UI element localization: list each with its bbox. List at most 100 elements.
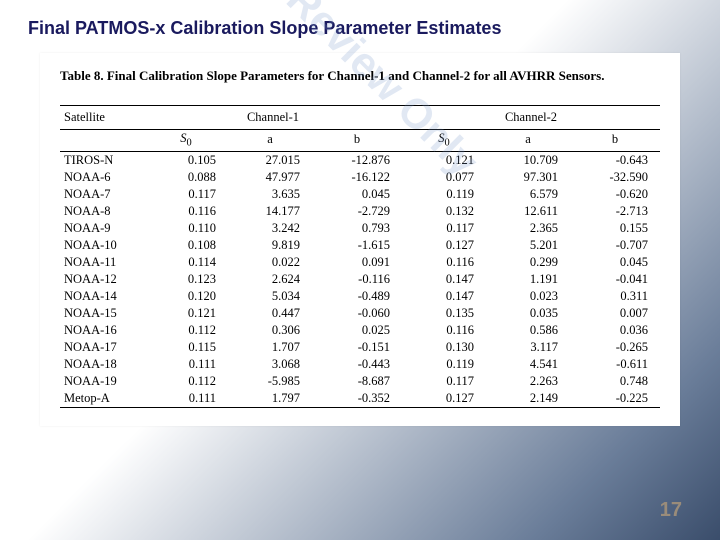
cell-value: 0.077 xyxy=(402,169,486,186)
cell-value: 0.132 xyxy=(402,203,486,220)
hdr-channel1: Channel-1 xyxy=(144,105,402,129)
table-row: NOAA-190.112-5.985-8.6870.1172.2630.748 xyxy=(60,373,660,390)
header-row-channels: Satellite Channel-1 Channel-2 xyxy=(60,105,660,129)
cell-value: 5.201 xyxy=(486,237,570,254)
cell-value: 0.120 xyxy=(144,288,228,305)
cell-value: 0.036 xyxy=(570,322,660,339)
cell-value: 0.130 xyxy=(402,339,486,356)
cell-value: 0.135 xyxy=(402,305,486,322)
cell-value: 0.111 xyxy=(144,390,228,408)
cell-value: 0.023 xyxy=(486,288,570,305)
calibration-table: Satellite Channel-1 Channel-2 S0 a b S0 … xyxy=(60,105,660,409)
cell-value: 14.177 xyxy=(228,203,312,220)
table-row: NOAA-140.1205.034-0.4890.1470.0230.311 xyxy=(60,288,660,305)
table-row: NOAA-120.1232.624-0.1160.1471.191-0.041 xyxy=(60,271,660,288)
cell-value: 0.119 xyxy=(402,186,486,203)
cell-value: 0.123 xyxy=(144,271,228,288)
hdr-c2-s0: S0 xyxy=(402,129,486,152)
cell-value: 0.121 xyxy=(144,305,228,322)
cell-value: 0.091 xyxy=(312,254,402,271)
table-row: NOAA-160.1120.3060.0250.1160.5860.036 xyxy=(60,322,660,339)
table-row: NOAA-150.1210.447-0.0600.1350.0350.007 xyxy=(60,305,660,322)
cell-value: 9.819 xyxy=(228,237,312,254)
cell-value: -0.151 xyxy=(312,339,402,356)
cell-value: 0.114 xyxy=(144,254,228,271)
cell-value: 3.117 xyxy=(486,339,570,356)
cell-value: 0.115 xyxy=(144,339,228,356)
cell-value: 0.299 xyxy=(486,254,570,271)
cell-value: 1.191 xyxy=(486,271,570,288)
cell-value: 0.116 xyxy=(144,203,228,220)
hdr-sat: Satellite xyxy=(60,105,144,129)
cell-value: -2.713 xyxy=(570,203,660,220)
cell-value: 97.301 xyxy=(486,169,570,186)
hdr-c2-a: a xyxy=(486,129,570,152)
table-head: Satellite Channel-1 Channel-2 S0 a b S0 … xyxy=(60,105,660,152)
cell-satellite: NOAA-7 xyxy=(60,186,144,203)
cell-value: 0.088 xyxy=(144,169,228,186)
cell-value: -32.590 xyxy=(570,169,660,186)
cell-value: 0.108 xyxy=(144,237,228,254)
cell-value: 10.709 xyxy=(486,152,570,170)
cell-value: 0.311 xyxy=(570,288,660,305)
cell-value: 0.116 xyxy=(402,254,486,271)
cell-value: -0.443 xyxy=(312,356,402,373)
table-row: NOAA-170.1151.707-0.1510.1303.117-0.265 xyxy=(60,339,660,356)
cell-satellite: NOAA-11 xyxy=(60,254,144,271)
table-row: NOAA-110.1140.0220.0910.1160.2990.045 xyxy=(60,254,660,271)
cell-satellite: NOAA-10 xyxy=(60,237,144,254)
cell-satellite: NOAA-9 xyxy=(60,220,144,237)
hdr-c1-a: a xyxy=(228,129,312,152)
slide: Final PATMOS-x Calibration Slope Paramet… xyxy=(0,0,720,540)
table-caption: Table 8. Final Calibration Slope Paramet… xyxy=(60,67,660,85)
cell-value: -0.116 xyxy=(312,271,402,288)
cell-value: 0.110 xyxy=(144,220,228,237)
cell-satellite: NOAA-19 xyxy=(60,373,144,390)
hdr-sub-blank xyxy=(60,129,144,152)
cell-value: 3.635 xyxy=(228,186,312,203)
cell-value: 0.105 xyxy=(144,152,228,170)
cell-value: 0.147 xyxy=(402,288,486,305)
cell-value: 4.541 xyxy=(486,356,570,373)
cell-satellite: NOAA-6 xyxy=(60,169,144,186)
cell-value: 2.149 xyxy=(486,390,570,408)
cell-value: 0.793 xyxy=(312,220,402,237)
cell-value: -0.041 xyxy=(570,271,660,288)
cell-value: 0.045 xyxy=(312,186,402,203)
cell-value: 12.611 xyxy=(486,203,570,220)
cell-value: 2.365 xyxy=(486,220,570,237)
hdr-c1-b: b xyxy=(312,129,402,152)
cell-value: 0.112 xyxy=(144,322,228,339)
cell-value: 0.147 xyxy=(402,271,486,288)
cell-value: 3.242 xyxy=(228,220,312,237)
cell-satellite: Metop-A xyxy=(60,390,144,408)
cell-value: -0.707 xyxy=(570,237,660,254)
cell-satellite: TIROS-N xyxy=(60,152,144,170)
cell-value: -0.265 xyxy=(570,339,660,356)
hdr-channel2: Channel-2 xyxy=(402,105,660,129)
hdr-c2-b: b xyxy=(570,129,660,152)
cell-value: 0.127 xyxy=(402,237,486,254)
cell-value: -0.643 xyxy=(570,152,660,170)
cell-value: 0.121 xyxy=(402,152,486,170)
cell-value: -8.687 xyxy=(312,373,402,390)
table-row: NOAA-70.1173.6350.0450.1196.579-0.620 xyxy=(60,186,660,203)
table-row: NOAA-60.08847.977-16.1220.07797.301-32.5… xyxy=(60,169,660,186)
cell-satellite: NOAA-14 xyxy=(60,288,144,305)
cell-value: 0.007 xyxy=(570,305,660,322)
cell-value: 5.034 xyxy=(228,288,312,305)
header-row-sub: S0 a b S0 a b xyxy=(60,129,660,152)
cell-satellite: NOAA-18 xyxy=(60,356,144,373)
slide-title: Final PATMOS-x Calibration Slope Paramet… xyxy=(28,18,692,39)
cell-value: 0.112 xyxy=(144,373,228,390)
cell-value: 0.045 xyxy=(570,254,660,271)
cell-value: 6.579 xyxy=(486,186,570,203)
cell-value: 27.015 xyxy=(228,152,312,170)
table-row: NOAA-180.1113.068-0.4430.1194.541-0.611 xyxy=(60,356,660,373)
page-number: 17 xyxy=(660,499,682,522)
hdr-c1-s0: S0 xyxy=(144,129,228,152)
cell-value: 0.306 xyxy=(228,322,312,339)
cell-value: 2.624 xyxy=(228,271,312,288)
cell-value: 0.117 xyxy=(402,373,486,390)
cell-value: -2.729 xyxy=(312,203,402,220)
